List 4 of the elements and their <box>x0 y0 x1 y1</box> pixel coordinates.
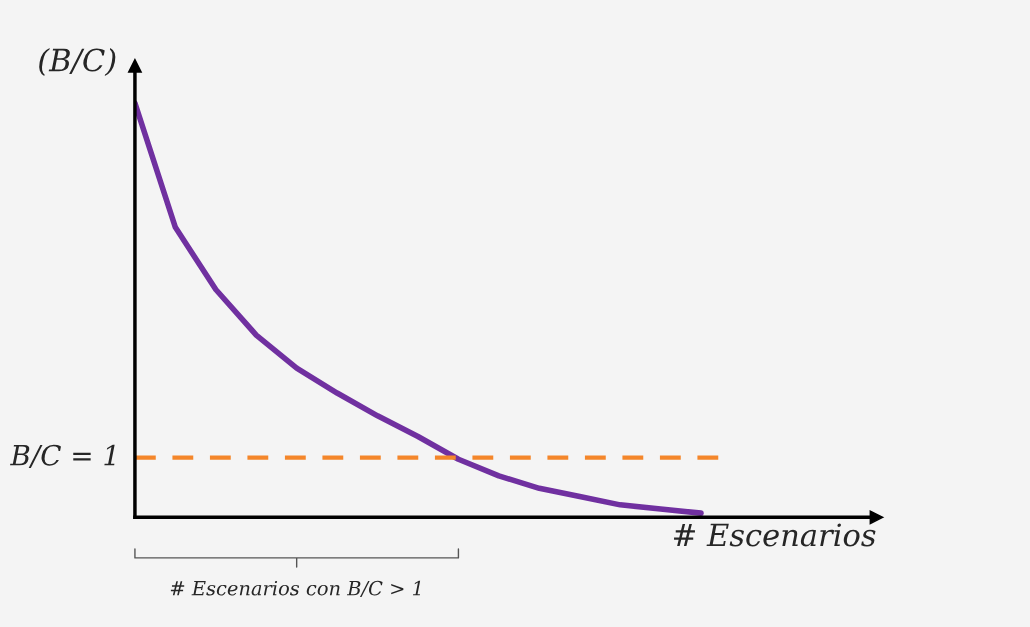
text: B/C = 1 <box>10 444 115 468</box>
y-axis-title: (B/C) <box>39 47 116 76</box>
x-axis-title: # Escenarios <box>674 523 876 547</box>
text: # Escenarios con B/C > 1 <box>170 580 421 598</box>
